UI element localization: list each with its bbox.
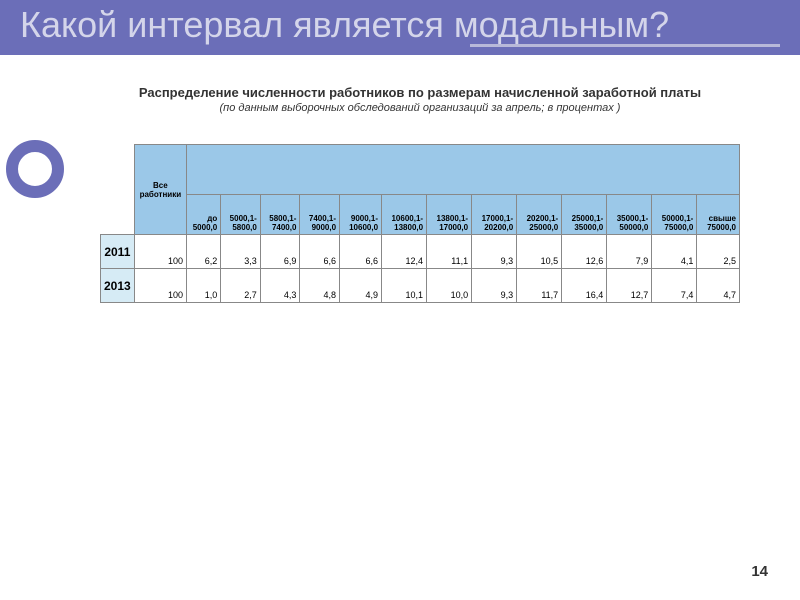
data-cell: 4,7 [697,269,740,303]
col-header: 25000,1-35000,0 [562,195,607,235]
table-title: Распределение численности работников по … [100,85,740,100]
data-cell: 10,0 [427,269,472,303]
title-underline [470,44,780,47]
data-cell: 16,4 [562,269,607,303]
col-header: 5800,1-7400,0 [260,195,300,235]
data-cell: 6,9 [260,235,300,269]
data-cell: 10,1 [382,269,427,303]
data-cell: 6,6 [340,235,382,269]
data-cell: 6,6 [300,235,340,269]
data-cell: 12,7 [607,269,652,303]
corner-blank [101,145,135,195]
col-header: 17000,1-20200,0 [472,195,517,235]
page-number: 14 [751,563,768,580]
bullet-circle-icon [6,140,64,198]
data-cell: 9,3 [472,235,517,269]
data-cell: 12,6 [562,235,607,269]
col-header: 20200,1-25000,0 [517,195,562,235]
data-cell: 10,5 [517,235,562,269]
wage-distribution-table: Все работники до 5000,05000,1-5800,05800… [100,144,740,303]
data-cell: 4,3 [260,269,300,303]
slide-title: Какой интервал является модальным? [20,4,780,45]
year-cell: 2011 [101,235,135,269]
data-cell: 3,3 [221,235,261,269]
header-span [187,145,740,195]
col-header: 13800,1-17000,0 [427,195,472,235]
row-label-blank [101,195,135,235]
col-header: 7400,1-9000,0 [300,195,340,235]
all-cell: 100 [134,269,186,303]
content-area: Распределение численности работников по … [0,55,800,303]
data-cell: 11,1 [427,235,472,269]
data-cell: 7,4 [652,269,697,303]
data-cell: 11,7 [517,269,562,303]
data-cell: 1,0 [187,269,221,303]
col-header: 50000,1-75000,0 [652,195,697,235]
year-cell: 2013 [101,269,135,303]
col-header: свыше 75000,0 [697,195,740,235]
data-cell: 7,9 [607,235,652,269]
data-cell: 2,7 [221,269,261,303]
table-note: (по данным выборочных обследований орган… [100,102,740,114]
all-cell: 100 [134,235,186,269]
data-cell: 12,4 [382,235,427,269]
data-cell: 6,2 [187,235,221,269]
col-header: 5000,1-5800,0 [221,195,261,235]
data-cell: 9,3 [472,269,517,303]
data-cell: 4,9 [340,269,382,303]
col-header: до 5000,0 [187,195,221,235]
col-header: 10600,1-13800,0 [382,195,427,235]
data-cell: 4,8 [300,269,340,303]
col-header: 35000,1-50000,0 [607,195,652,235]
all-workers-header: Все работники [134,145,186,235]
data-cell: 4,1 [652,235,697,269]
col-header: 9000,1-10600,0 [340,195,382,235]
title-bar: Какой интервал является модальным? [0,0,800,55]
data-cell: 2,5 [697,235,740,269]
